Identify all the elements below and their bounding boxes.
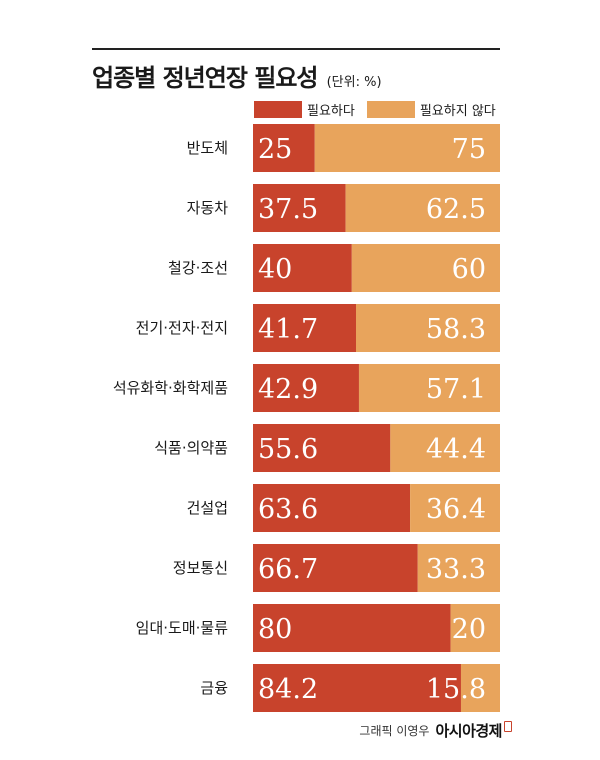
- bar-needed: [253, 424, 391, 472]
- category-label: 전기·전자·전지: [136, 319, 228, 337]
- legend-item-needed: 필요하다: [254, 100, 355, 119]
- legend-swatch-not-needed: [366, 101, 415, 118]
- logo-mark-icon: [504, 721, 512, 732]
- value-label-needed: 80: [258, 614, 292, 645]
- bar-not-needed: [355, 304, 500, 352]
- category-label: 철강·조선: [168, 259, 228, 277]
- value-label-not-needed: 33.3: [426, 554, 486, 585]
- legend-label-not-needed: 필요하지 않다: [419, 104, 496, 119]
- chart-header: 업종별 정년연장 필요성 (단위: %): [92, 58, 382, 93]
- legend-swatch-needed: [254, 101, 302, 118]
- value-label-needed: 55.6: [258, 434, 318, 465]
- category-label: 자동차: [187, 199, 229, 217]
- bar-needed: [253, 304, 356, 352]
- value-label-needed: 42.9: [258, 374, 318, 405]
- legend: 필요하다 필요하지 않다: [254, 100, 508, 119]
- legend-label-needed: 필요하다: [307, 104, 355, 119]
- top-rule: [92, 48, 500, 50]
- value-label-not-needed: 62.5: [426, 194, 486, 225]
- bar-needed: [253, 544, 418, 592]
- category-label: 건설업: [187, 499, 228, 517]
- value-label-needed: 37.5: [258, 194, 318, 225]
- bar-not-needed: [314, 124, 500, 172]
- value-label-needed: 25: [258, 134, 292, 165]
- category-label: 임대·도매·물류: [136, 619, 229, 637]
- category-label: 금융: [200, 679, 228, 697]
- bar-not-needed: [450, 604, 500, 652]
- value-label-not-needed: 58.3: [426, 314, 486, 345]
- bar-not-needed: [460, 664, 500, 712]
- bar-needed: [253, 124, 315, 172]
- bar-not-needed: [390, 424, 500, 472]
- bar-needed: [253, 184, 346, 232]
- graphic-credit: 그래픽 이영우: [359, 724, 430, 738]
- footer: 그래픽 이영우 아시아경제: [359, 720, 512, 741]
- bar-not-needed: [410, 484, 500, 532]
- bar-not-needed: [358, 364, 500, 412]
- value-label-not-needed: 75: [452, 134, 486, 165]
- value-label-needed: 41.7: [258, 314, 318, 345]
- bar-needed: [253, 664, 461, 712]
- category-label: 정보통신: [173, 559, 228, 577]
- value-label-needed: 66.7: [258, 554, 318, 585]
- value-label-not-needed: 57.1: [426, 374, 486, 405]
- legend-item-not-needed: 필요하지 않다: [366, 100, 496, 119]
- category-label: 식품·의약품: [154, 439, 228, 457]
- value-label-needed: 63.6: [258, 494, 318, 525]
- chart-title: 업종별 정년연장 필요성: [92, 64, 319, 92]
- bar-not-needed: [351, 244, 500, 292]
- bar-needed: [253, 364, 359, 412]
- publisher-logo: 아시아경제: [435, 722, 502, 740]
- value-label-not-needed: 20: [452, 614, 486, 645]
- bar-needed: [253, 484, 411, 532]
- value-label-needed: 40: [258, 254, 292, 285]
- bar-not-needed: [345, 184, 500, 232]
- category-label: 석유화학·화학제품: [113, 379, 228, 397]
- bar-not-needed: [417, 544, 500, 592]
- bar-needed: [253, 244, 352, 292]
- value-label-not-needed: 60: [452, 254, 486, 285]
- value-label-not-needed: 15.8: [426, 674, 486, 705]
- category-label: 반도체: [187, 139, 228, 157]
- value-label-not-needed: 44.4: [426, 434, 486, 465]
- unit-label: (단위: %): [326, 75, 382, 90]
- value-label-needed: 84.2: [258, 674, 318, 705]
- bar-needed: [253, 604, 451, 652]
- value-label-not-needed: 36.4: [426, 494, 486, 525]
